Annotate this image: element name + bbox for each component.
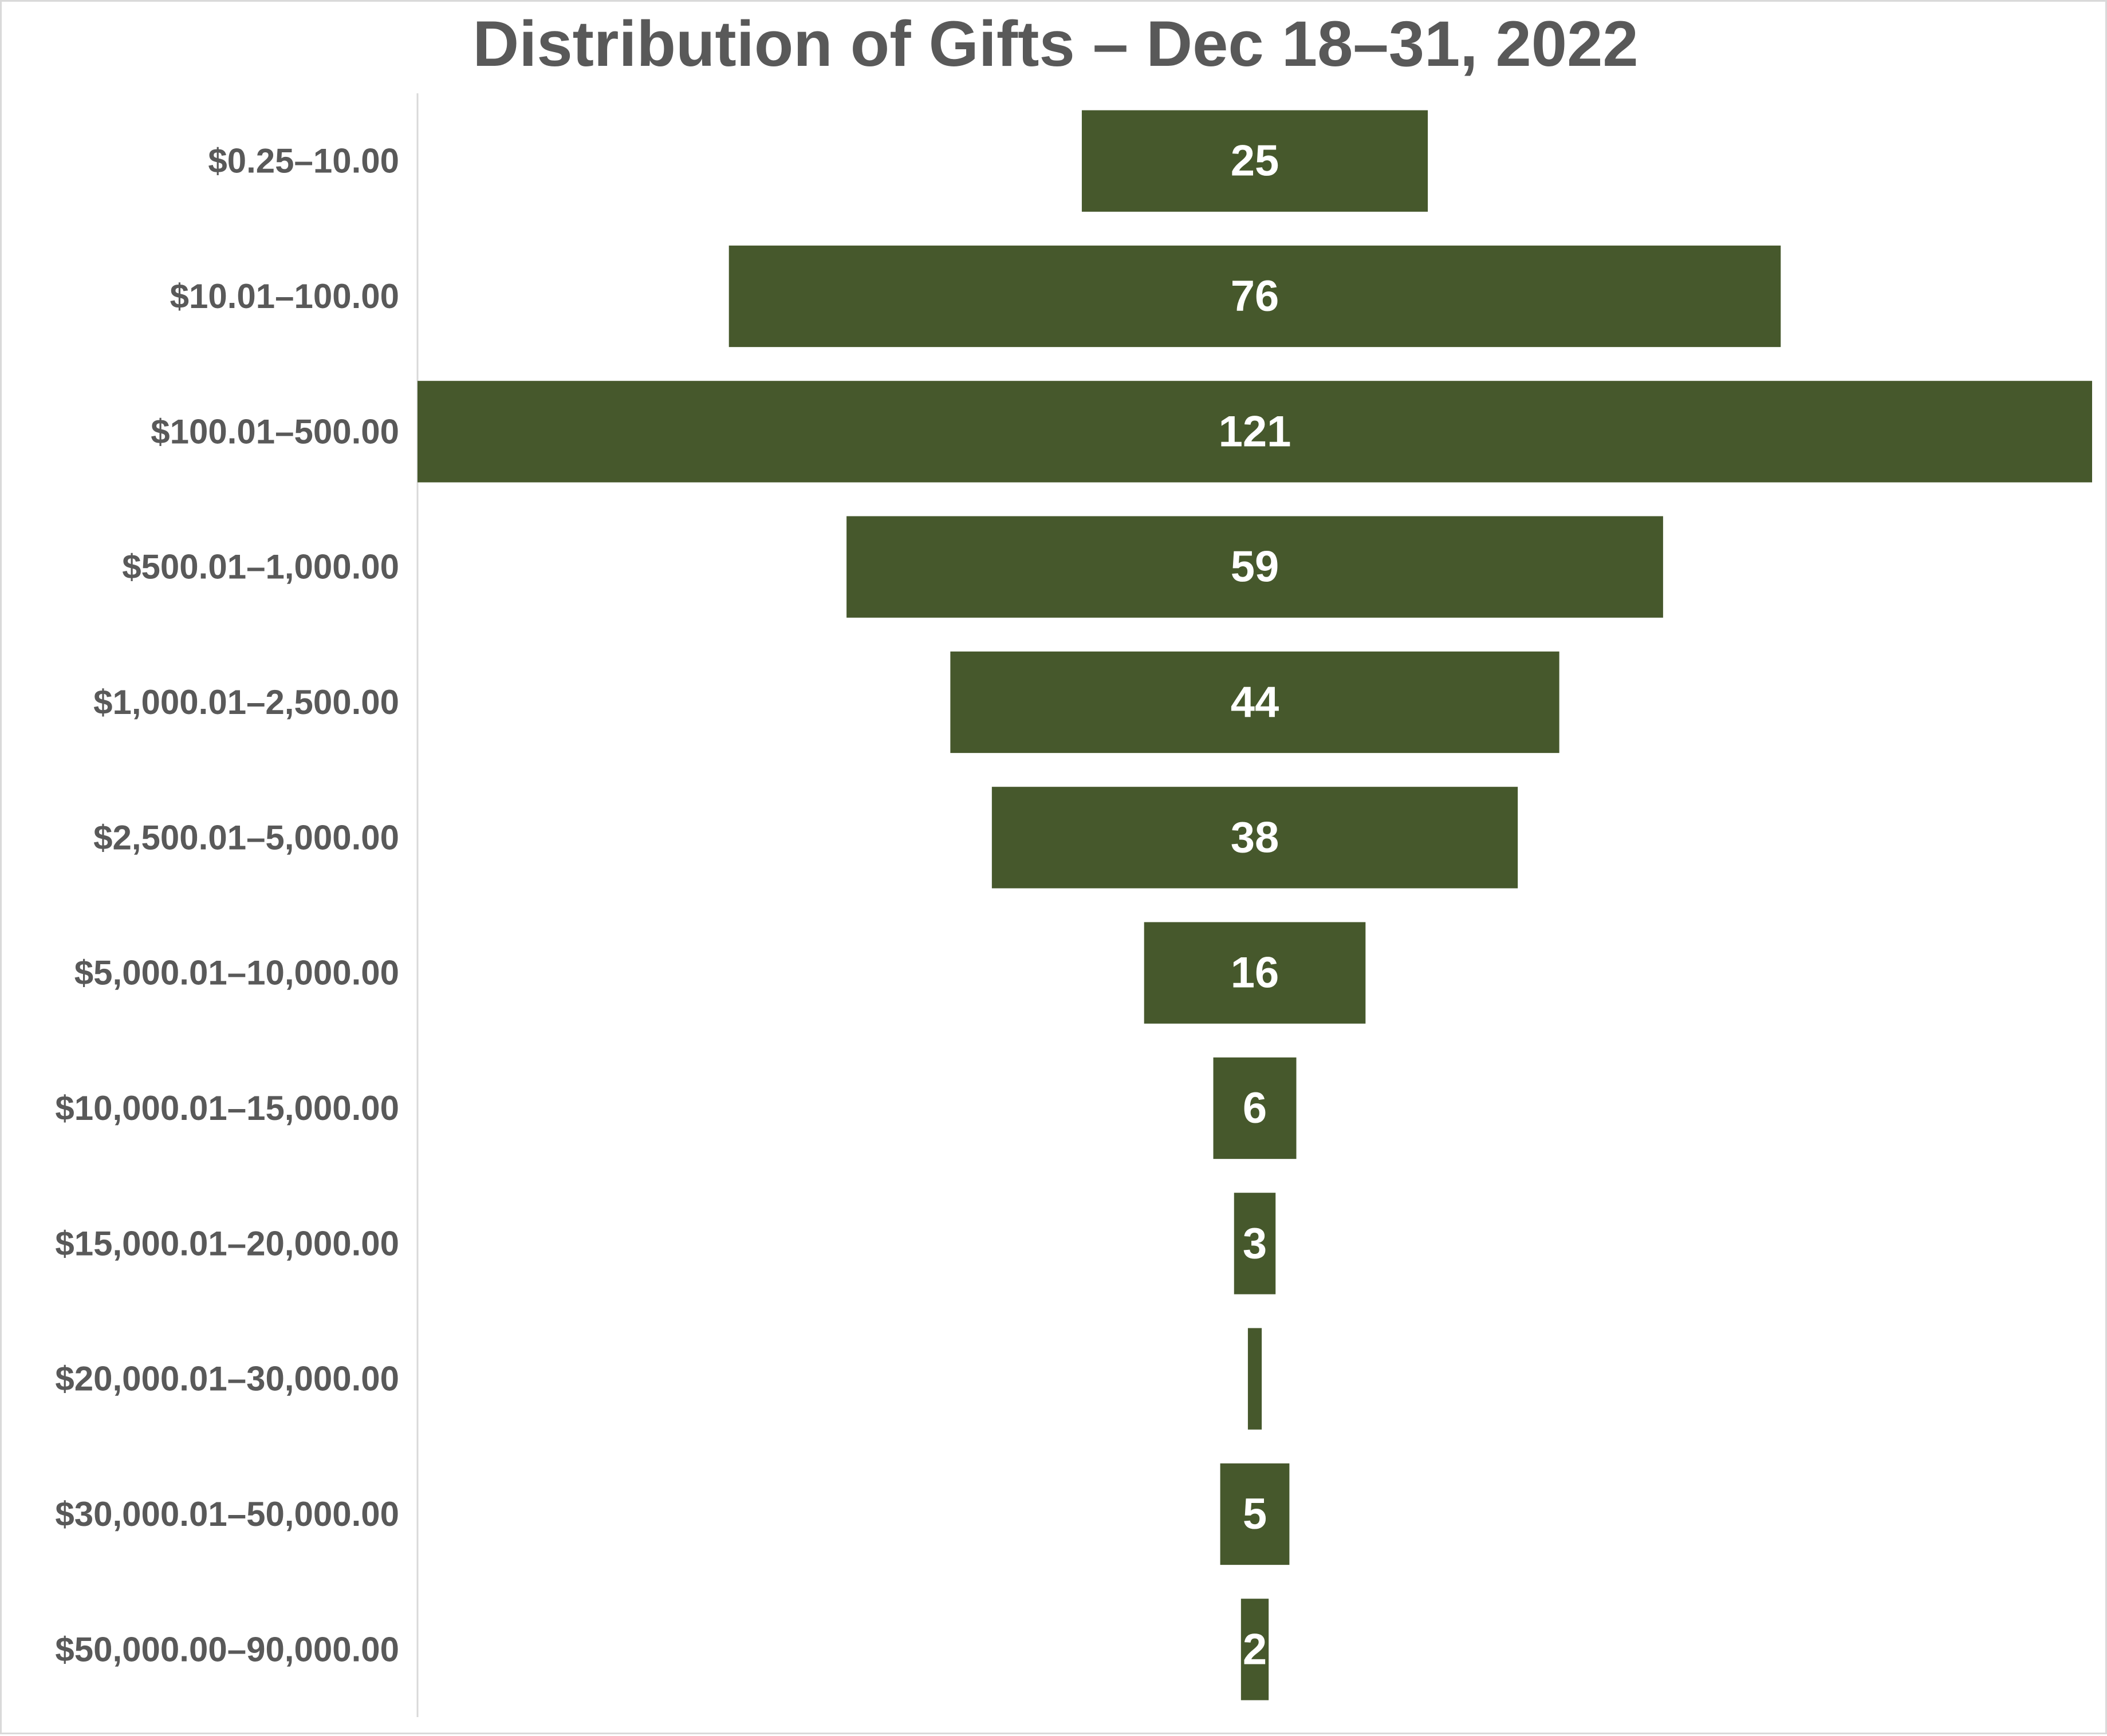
category-label: $50,000.00–90,000.00 (55, 1630, 399, 1668)
bar (1220, 1463, 1290, 1565)
value-label: 16 (1231, 949, 1279, 997)
category-label: $10.01–100.00 (170, 277, 399, 315)
category-label: $100.01–500.00 (151, 412, 399, 451)
category-label: $2,500.01–5,000.00 (93, 818, 399, 857)
value-label: 59 (1231, 543, 1279, 591)
category-label: $20,000.01–30,000.00 (55, 1360, 399, 1398)
value-label: 38 (1231, 813, 1279, 862)
category-labels-group: $0.25–10.00 $10.01–100.00 $100.01–500.00 $5… (55, 142, 399, 1669)
value-label: 2 (1243, 1625, 1267, 1674)
value-label: 6 (1243, 1084, 1267, 1133)
category-label: $10,000.01–15,000.00 (55, 1089, 399, 1127)
category-label: $0.25–10.00 (208, 142, 399, 180)
value-labels-group: 25 76 121 59 44 38 16 6 3 5 2 (1219, 137, 1291, 1674)
value-label: 3 (1243, 1219, 1267, 1268)
bar (1240, 1599, 1269, 1701)
value-label: 76 (1231, 272, 1279, 321)
value-label: 25 (1231, 137, 1279, 186)
bar (1247, 1328, 1262, 1430)
category-label: $500.01–1,000.00 (122, 548, 399, 586)
bar (1213, 1057, 1297, 1159)
bar (728, 245, 1781, 348)
bar (1081, 110, 1428, 212)
bar (1144, 922, 1366, 1024)
value-label: 5 (1243, 1490, 1267, 1538)
category-label: $1,000.01–2,500.00 (93, 683, 399, 721)
chart-title: Distribution of Gifts – Dec 18–31, 2022 (472, 8, 1638, 80)
value-label: 121 (1219, 407, 1291, 456)
bar (991, 787, 1518, 889)
category-label: $15,000.01–20,000.00 (55, 1224, 399, 1262)
bar (846, 516, 1663, 618)
bars-group (418, 110, 2092, 1701)
bar (950, 651, 1559, 753)
category-label: $30,000.01–50,000.00 (55, 1495, 399, 1533)
category-label: $5,000.01–10,000.00 (74, 954, 399, 992)
bar (1234, 1193, 1276, 1295)
value-label: 44 (1231, 678, 1279, 727)
bar (418, 381, 2092, 483)
